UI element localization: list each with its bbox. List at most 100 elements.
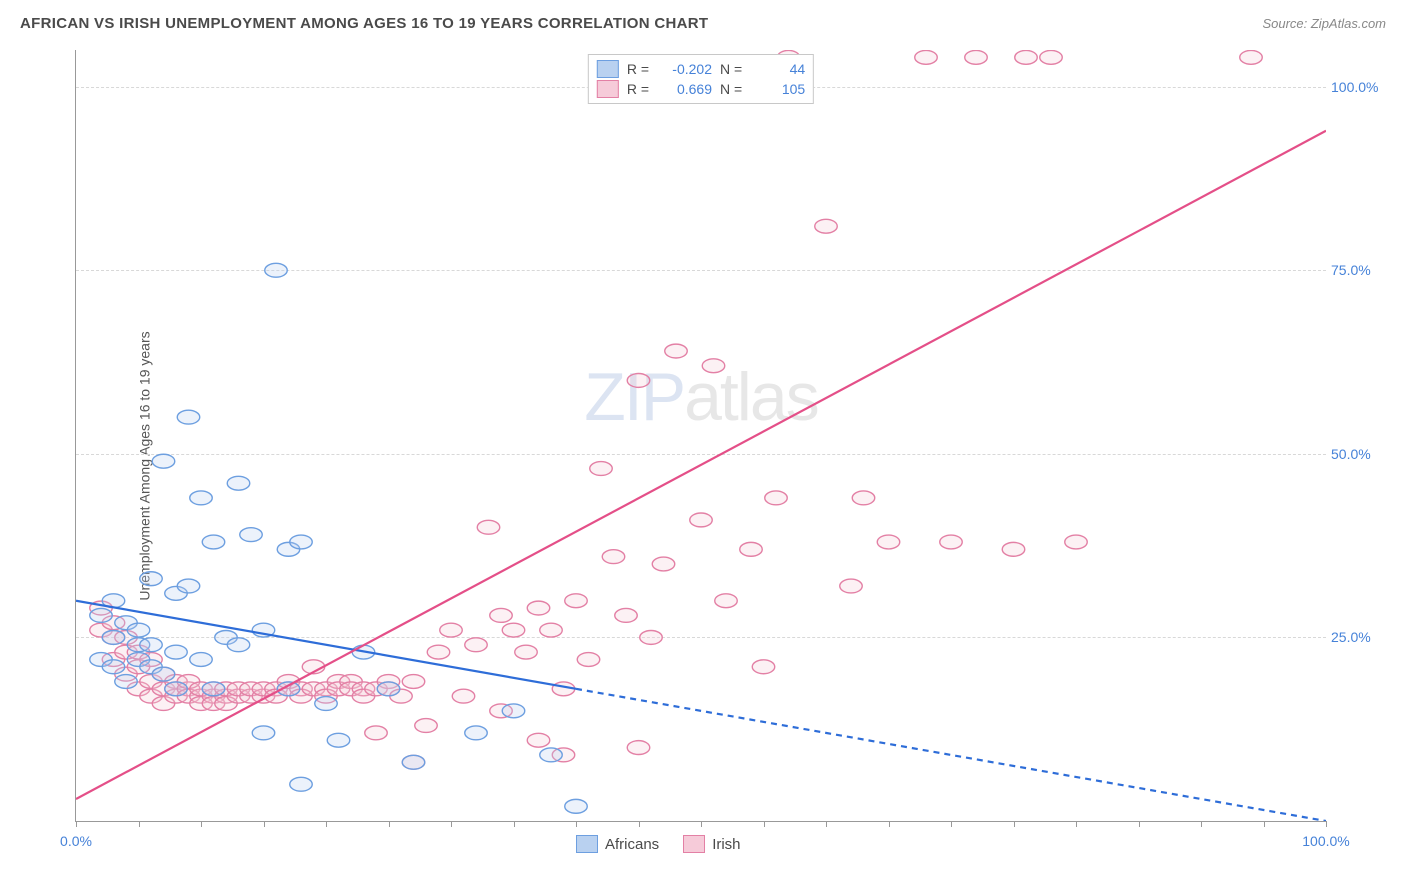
source-attribution: Source: ZipAtlas.com bbox=[1262, 16, 1386, 31]
data-point bbox=[140, 572, 163, 586]
x-tick bbox=[76, 821, 77, 827]
data-point bbox=[165, 682, 188, 696]
y-tick-label: 25.0% bbox=[1331, 629, 1381, 645]
x-tick bbox=[889, 821, 890, 827]
data-point bbox=[227, 638, 250, 652]
data-point bbox=[152, 667, 175, 681]
data-point bbox=[615, 608, 638, 622]
data-point bbox=[415, 719, 438, 733]
data-point bbox=[565, 594, 588, 608]
x-tick bbox=[1201, 821, 1202, 827]
data-point bbox=[202, 535, 225, 549]
data-point bbox=[377, 682, 400, 696]
regression-line bbox=[576, 689, 1326, 821]
data-point bbox=[440, 623, 463, 637]
data-point bbox=[427, 645, 450, 659]
data-point bbox=[565, 799, 588, 813]
data-point bbox=[840, 579, 863, 593]
correlation-legend: R = -0.202 N = 44 R = 0.669 N = 105 bbox=[588, 54, 814, 104]
data-point bbox=[202, 682, 225, 696]
data-point bbox=[515, 645, 538, 659]
swatch-irish bbox=[597, 80, 619, 98]
data-point bbox=[852, 491, 875, 505]
x-tick bbox=[1264, 821, 1265, 827]
y-tick-label: 75.0% bbox=[1331, 262, 1381, 278]
data-point bbox=[327, 733, 350, 747]
y-tick-label: 50.0% bbox=[1331, 446, 1381, 462]
data-point bbox=[227, 476, 250, 490]
legend-row-irish: R = 0.669 N = 105 bbox=[597, 79, 805, 99]
data-point bbox=[627, 741, 650, 755]
data-point bbox=[602, 550, 625, 564]
data-point bbox=[765, 491, 788, 505]
data-point bbox=[190, 491, 213, 505]
data-point bbox=[252, 726, 275, 740]
data-point bbox=[640, 630, 663, 644]
n-value-irish: 105 bbox=[750, 81, 805, 97]
x-tick bbox=[451, 821, 452, 827]
data-point bbox=[502, 623, 525, 637]
data-point bbox=[1015, 50, 1038, 64]
data-point bbox=[527, 733, 550, 747]
legend-row-africans: R = -0.202 N = 44 bbox=[597, 59, 805, 79]
data-point bbox=[102, 630, 125, 644]
x-tick bbox=[389, 821, 390, 827]
x-tick-label: 0.0% bbox=[60, 833, 92, 849]
r-label: R = bbox=[627, 81, 649, 97]
regression-line bbox=[76, 131, 1326, 799]
legend-label-africans: Africans bbox=[605, 836, 659, 853]
data-point bbox=[915, 50, 938, 64]
data-point bbox=[527, 601, 550, 615]
data-point bbox=[590, 462, 613, 476]
n-value-africans: 44 bbox=[750, 61, 805, 77]
series-legend: Africans Irish bbox=[576, 835, 741, 853]
swatch-africans bbox=[597, 60, 619, 78]
x-tick bbox=[264, 821, 265, 827]
data-point bbox=[177, 410, 200, 424]
plot-svg bbox=[76, 50, 1326, 821]
data-point bbox=[740, 542, 763, 556]
x-tick bbox=[1326, 821, 1327, 827]
data-point bbox=[752, 660, 775, 674]
r-label: R = bbox=[627, 61, 649, 77]
plot-area: ZIPatlas R = -0.202 N = 44 R = 0.669 N =… bbox=[75, 50, 1326, 822]
data-point bbox=[815, 219, 838, 233]
data-point bbox=[240, 528, 263, 542]
data-point bbox=[190, 653, 213, 667]
x-tick bbox=[701, 821, 702, 827]
data-point bbox=[1002, 542, 1025, 556]
legend-label-irish: Irish bbox=[712, 836, 740, 853]
data-point bbox=[315, 697, 338, 711]
x-tick bbox=[951, 821, 952, 827]
x-tick bbox=[1139, 821, 1140, 827]
x-tick-label: 100.0% bbox=[1302, 833, 1349, 849]
data-point bbox=[127, 623, 150, 637]
data-point bbox=[577, 653, 600, 667]
legend-item-irish: Irish bbox=[683, 835, 740, 853]
data-point bbox=[1240, 50, 1263, 64]
x-tick bbox=[826, 821, 827, 827]
r-value-africans: -0.202 bbox=[657, 61, 712, 77]
data-point bbox=[165, 645, 188, 659]
data-point bbox=[290, 777, 313, 791]
data-point bbox=[102, 660, 125, 674]
data-point bbox=[965, 50, 988, 64]
data-point bbox=[402, 755, 425, 769]
x-tick bbox=[764, 821, 765, 827]
data-point bbox=[465, 638, 488, 652]
x-tick bbox=[576, 821, 577, 827]
data-point bbox=[477, 520, 500, 534]
data-point bbox=[402, 675, 425, 689]
data-point bbox=[877, 535, 900, 549]
chart-title: AFRICAN VS IRISH UNEMPLOYMENT AMONG AGES… bbox=[20, 15, 708, 32]
data-point bbox=[540, 623, 563, 637]
data-point bbox=[152, 454, 175, 468]
x-tick bbox=[639, 821, 640, 827]
swatch-irish bbox=[683, 835, 705, 853]
data-point bbox=[502, 704, 525, 718]
data-point bbox=[702, 359, 725, 373]
data-point bbox=[940, 535, 963, 549]
x-tick bbox=[514, 821, 515, 827]
n-label: N = bbox=[720, 61, 742, 77]
data-point bbox=[490, 608, 513, 622]
